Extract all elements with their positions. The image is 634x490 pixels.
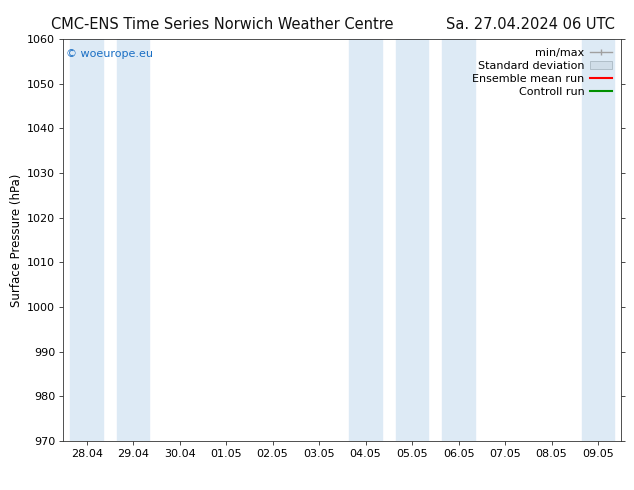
Text: CMC-ENS Time Series Norwich Weather Centre: CMC-ENS Time Series Norwich Weather Cent… xyxy=(51,17,393,32)
Legend: min/max, Standard deviation, Ensemble mean run, Controll run: min/max, Standard deviation, Ensemble me… xyxy=(469,45,616,100)
Bar xyxy=(396,39,429,441)
Bar xyxy=(117,39,150,441)
Bar xyxy=(443,39,475,441)
Bar xyxy=(582,39,614,441)
Text: © woeurope.eu: © woeurope.eu xyxy=(66,49,153,59)
Y-axis label: Surface Pressure (hPa): Surface Pressure (hPa) xyxy=(10,173,23,307)
Bar xyxy=(70,39,103,441)
Bar xyxy=(349,39,382,441)
Text: Sa. 27.04.2024 06 UTC: Sa. 27.04.2024 06 UTC xyxy=(446,17,615,32)
